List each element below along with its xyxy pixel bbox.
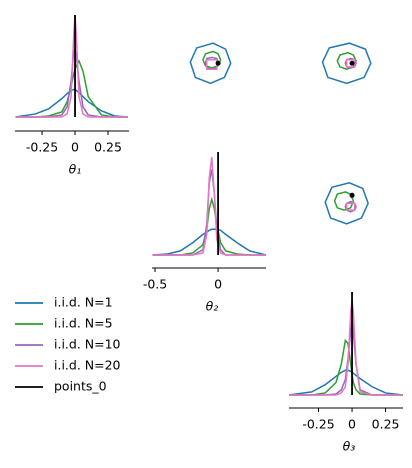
x-tick-label: -0.25 [26,140,58,155]
density-line [15,14,128,118]
contour [204,56,219,70]
contour [324,181,369,225]
x-axis-label: θ₁ [69,162,82,177]
legend-label: i.i.d. N=5 [54,316,113,331]
density-line [152,196,266,256]
x-tick-label: -0.25 [302,417,334,432]
contour [333,191,355,211]
x-tick-label: 0 [214,277,222,292]
x-tick-label: -0.5 [143,277,167,292]
x-axis-label: θ₂ [206,299,219,314]
density-line [289,300,403,396]
x-tick-label: 0.25 [372,417,400,432]
contour [189,42,232,85]
legend-label: i.i.d. N=10 [54,337,121,352]
x-axis-label: θ₃ [343,439,356,454]
reference-point [349,60,355,66]
reference-point [349,192,355,198]
x-tick-label: 0.25 [94,140,122,155]
contour [345,58,356,68]
contour [345,202,356,211]
density-line [152,157,266,256]
x-tick-label: 0 [348,417,356,432]
legend-label: i.i.d. N=1 [54,295,113,310]
contour [205,58,218,70]
density-line [288,369,404,396]
density-line [152,228,267,256]
legend-label: i.i.d. N=20 [54,358,121,373]
x-tick-label: 0 [71,140,79,155]
reference-point [215,60,221,66]
legend-label: points_0 [54,379,107,394]
contour [202,50,222,69]
contour [321,42,372,85]
